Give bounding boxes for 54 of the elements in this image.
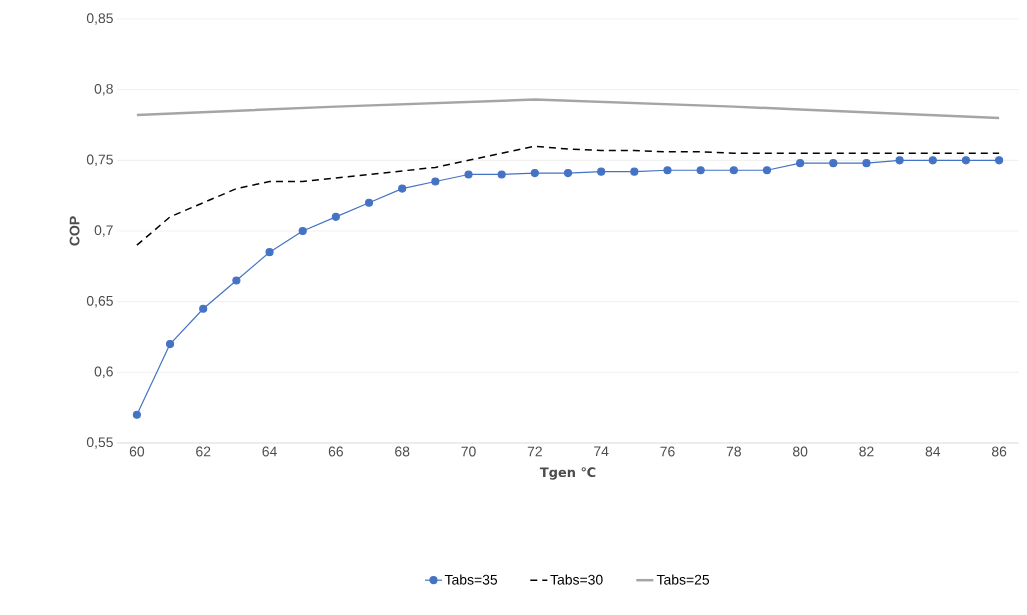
point bbox=[796, 159, 805, 168]
legend-label: Tabs=30 bbox=[550, 574, 603, 585]
point bbox=[663, 166, 672, 175]
legend-label: Tabs=25 bbox=[656, 574, 710, 585]
x-tick-label: 76 bbox=[660, 446, 675, 457]
x-tick-label: 80 bbox=[792, 446, 808, 457]
point bbox=[165, 339, 175, 349]
y-tick-label: 0,7 bbox=[94, 225, 113, 237]
point bbox=[132, 410, 141, 419]
x-tick-label: 62 bbox=[196, 446, 211, 457]
x-tick-label: 74 bbox=[594, 446, 609, 457]
x-tick-label: 86 bbox=[991, 446, 1007, 457]
x-tick-label: 82 bbox=[859, 446, 874, 457]
y-tick-label: 0,6 bbox=[94, 366, 113, 379]
point bbox=[431, 177, 440, 186]
point bbox=[232, 276, 241, 285]
point bbox=[762, 166, 772, 175]
y-tick-label: 0,85 bbox=[86, 13, 113, 25]
x-tick-label: 64 bbox=[262, 446, 277, 457]
point bbox=[364, 198, 374, 207]
x-tick-label: 66 bbox=[328, 446, 344, 457]
y-axis-title: COP bbox=[69, 216, 80, 246]
x-tick-label: 78 bbox=[726, 446, 741, 457]
point bbox=[265, 248, 274, 257]
point bbox=[928, 156, 937, 165]
x-tick-label: 84 bbox=[925, 446, 941, 457]
x-axis-title: Tgen ℃ bbox=[539, 467, 596, 480]
point bbox=[961, 156, 971, 165]
point bbox=[298, 226, 307, 236]
point bbox=[199, 304, 208, 313]
x-tick-label: 68 bbox=[395, 446, 410, 457]
x-tick-label: 70 bbox=[461, 446, 476, 457]
point bbox=[630, 167, 639, 176]
point bbox=[995, 156, 1004, 165]
point bbox=[530, 168, 539, 178]
point bbox=[597, 167, 606, 176]
point bbox=[862, 159, 871, 168]
point bbox=[331, 212, 340, 221]
point bbox=[895, 156, 904, 165]
point bbox=[497, 170, 506, 179]
y-tick-label: 0,65 bbox=[86, 295, 113, 308]
legend-label: Tabs=35 bbox=[444, 574, 498, 585]
point bbox=[464, 170, 473, 179]
x-tick-label: 60 bbox=[129, 446, 145, 457]
point bbox=[398, 184, 407, 193]
point bbox=[829, 159, 838, 168]
point bbox=[696, 166, 705, 175]
x-tick-label: 72 bbox=[527, 446, 542, 457]
point bbox=[729, 166, 738, 175]
y-tick-label: 0,75 bbox=[86, 154, 113, 167]
point bbox=[563, 168, 573, 178]
line-series bbox=[135, 98, 1001, 120]
y-tick-label: 0,55 bbox=[86, 437, 113, 449]
y-tick-label: 0,8 bbox=[94, 83, 113, 96]
